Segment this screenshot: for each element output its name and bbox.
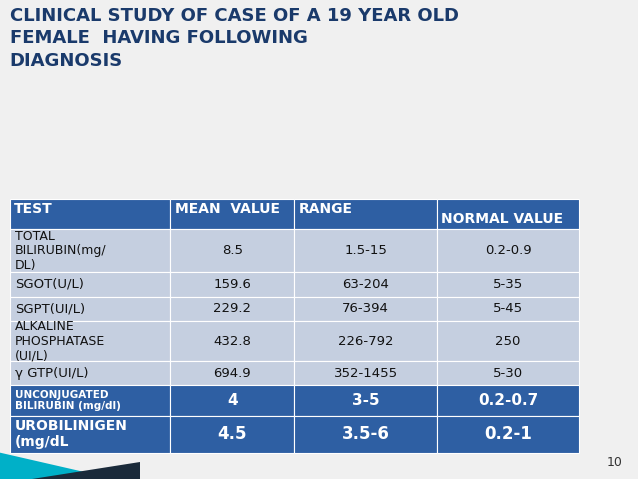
- Text: 694.9: 694.9: [214, 366, 251, 380]
- Text: TEST: TEST: [14, 202, 53, 216]
- Bar: [170, 416, 295, 453]
- Bar: [437, 272, 579, 297]
- Text: 250: 250: [495, 334, 521, 347]
- Text: MEAN  VALUE: MEAN VALUE: [175, 202, 279, 216]
- Bar: [437, 321, 579, 361]
- Text: 5-35: 5-35: [493, 278, 523, 291]
- Text: 159.6: 159.6: [213, 278, 251, 291]
- Bar: [294, 416, 437, 453]
- Bar: [10, 321, 170, 361]
- Text: 0.2-1: 0.2-1: [484, 425, 532, 443]
- Bar: [294, 199, 437, 229]
- Text: ALKALINE
PHOSPHATASE
(UI/L): ALKALINE PHOSPHATASE (UI/L): [15, 320, 105, 362]
- Text: TOTAL
BILIRUBIN(mg/
DL): TOTAL BILIRUBIN(mg/ DL): [15, 230, 107, 272]
- Text: NORMAL VALUE: NORMAL VALUE: [441, 212, 563, 226]
- Text: 3-5: 3-5: [352, 393, 380, 408]
- Bar: [437, 229, 579, 272]
- Text: γ GTP(UI/L): γ GTP(UI/L): [15, 366, 88, 380]
- Bar: [294, 297, 437, 321]
- Text: 10: 10: [606, 456, 622, 469]
- Text: 1.5-15: 1.5-15: [345, 244, 387, 257]
- Text: CLINICAL STUDY OF CASE OF A 19 YEAR OLD
FEMALE  HAVING FOLLOWING
DIAGNOSIS: CLINICAL STUDY OF CASE OF A 19 YEAR OLD …: [10, 7, 459, 69]
- Bar: [294, 361, 437, 386]
- Bar: [437, 361, 579, 386]
- Bar: [437, 199, 579, 229]
- Text: 4: 4: [227, 393, 237, 408]
- Bar: [170, 361, 295, 386]
- Bar: [170, 321, 295, 361]
- Text: 5-30: 5-30: [493, 366, 523, 380]
- Text: RANGE: RANGE: [299, 202, 353, 216]
- Bar: [10, 297, 170, 321]
- Bar: [294, 229, 437, 272]
- Text: 63-204: 63-204: [342, 278, 389, 291]
- Bar: [10, 361, 170, 386]
- Bar: [437, 386, 579, 416]
- Bar: [10, 386, 170, 416]
- Text: 4.5: 4.5: [218, 425, 247, 443]
- Text: 432.8: 432.8: [213, 334, 251, 347]
- Text: 3.5-6: 3.5-6: [342, 425, 390, 443]
- Text: 352-1455: 352-1455: [334, 366, 397, 380]
- Bar: [170, 229, 295, 272]
- Bar: [10, 272, 170, 297]
- Text: 5-45: 5-45: [493, 302, 523, 315]
- Text: 0.2-0.7: 0.2-0.7: [478, 393, 538, 408]
- Bar: [294, 321, 437, 361]
- Text: 0.2-0.9: 0.2-0.9: [485, 244, 531, 257]
- Bar: [10, 229, 170, 272]
- Text: 226-792: 226-792: [338, 334, 394, 347]
- Bar: [170, 199, 295, 229]
- Text: 229.2: 229.2: [213, 302, 251, 315]
- Bar: [437, 297, 579, 321]
- Bar: [10, 199, 170, 229]
- Bar: [170, 297, 295, 321]
- Text: SGOT(U/L): SGOT(U/L): [15, 278, 84, 291]
- Text: UROBILINIGEN
(mg/dL: UROBILINIGEN (mg/dL: [15, 420, 128, 449]
- Bar: [437, 416, 579, 453]
- Text: SGPT(UI/L): SGPT(UI/L): [15, 302, 85, 315]
- Bar: [294, 272, 437, 297]
- Text: 76-394: 76-394: [342, 302, 389, 315]
- Text: UNCONJUGATED
BILIRUBIN (mg/dl): UNCONJUGATED BILIRUBIN (mg/dl): [15, 390, 121, 411]
- Polygon shape: [32, 462, 140, 479]
- Bar: [10, 416, 170, 453]
- Text: 8.5: 8.5: [222, 244, 243, 257]
- Polygon shape: [0, 453, 115, 479]
- Bar: [170, 386, 295, 416]
- Bar: [170, 272, 295, 297]
- Bar: [294, 386, 437, 416]
